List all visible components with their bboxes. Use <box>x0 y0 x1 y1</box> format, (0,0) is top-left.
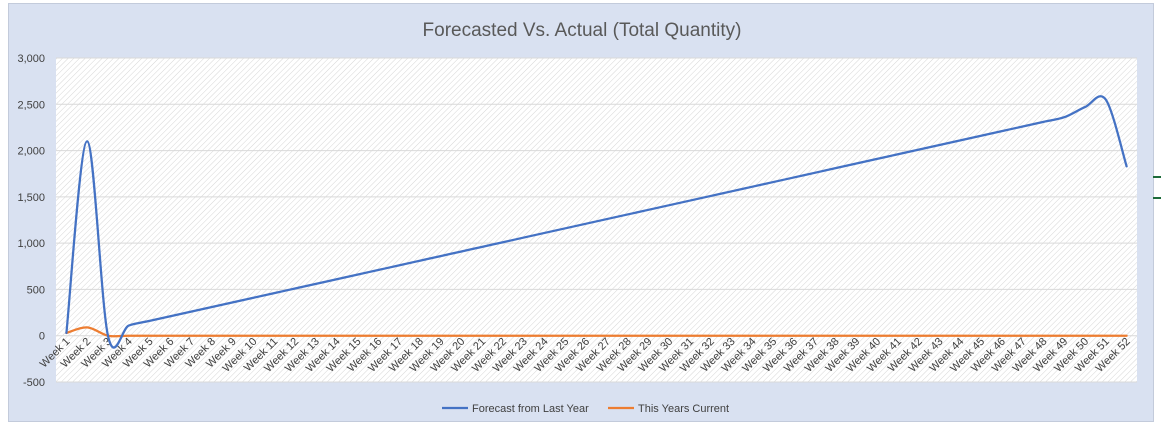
y-tick-label: 0 <box>39 331 45 343</box>
series-line <box>65 326 1128 338</box>
y-axis-tick-labels: -500 0 500 1,000 1,500 2,000 2,500 3,000 <box>17 53 45 389</box>
chart-area: Forecasted Vs. Actual (Total Quantity) -… <box>8 3 1154 422</box>
series-line <box>65 95 1128 349</box>
y-tick-label: 2,500 <box>17 99 45 111</box>
y-tick-label: 2,000 <box>17 146 45 158</box>
chart-title: Forecasted Vs. Actual (Total Quantity) <box>423 20 742 41</box>
y-tick-label: -500 <box>23 377 45 389</box>
legend: Forecast from Last Year This Years Curren… <box>442 403 729 415</box>
y-tick-label: 1,500 <box>17 192 45 204</box>
line-chart: Forecasted Vs. Actual (Total Quantity) -… <box>17 20 1137 415</box>
y-tick-label: 3,000 <box>17 53 45 65</box>
y-tick-label: 1,000 <box>17 238 45 250</box>
edge-marker <box>1153 197 1161 199</box>
y-tick-label: 500 <box>27 284 45 296</box>
legend-label: Forecast from Last Year <box>472 403 589 415</box>
legend-label: This Years Current <box>638 403 729 415</box>
series-lines <box>65 95 1128 349</box>
edge-marker <box>1153 176 1161 178</box>
plot-area <box>56 58 1137 382</box>
